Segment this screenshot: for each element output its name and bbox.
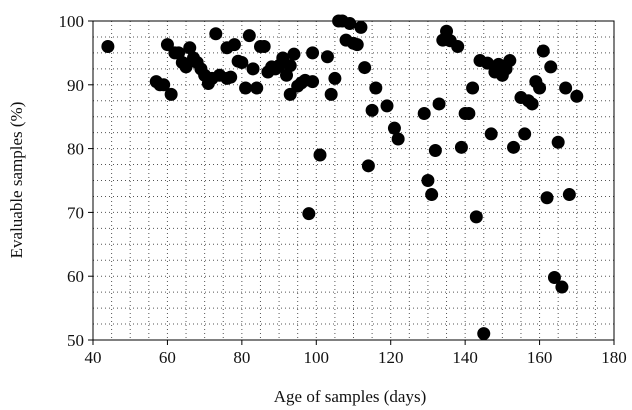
data-point <box>227 38 241 52</box>
axis-ticks: 40 60 80 100 120 140 160 180 50 60 70 80 90 100 <box>59 12 627 367</box>
data-point <box>242 29 256 43</box>
x-tick-label: 120 <box>378 348 404 367</box>
data-point <box>369 81 383 95</box>
data-point <box>313 148 327 162</box>
data-point <box>324 87 338 101</box>
grid-lines <box>93 21 614 340</box>
data-point <box>559 81 573 95</box>
y-tick-label: 90 <box>67 76 84 95</box>
data-point <box>365 103 379 117</box>
data-point <box>224 70 238 84</box>
y-tick-label: 60 <box>67 267 84 286</box>
data-point <box>421 174 435 187</box>
data-point <box>257 40 271 54</box>
data-point <box>361 159 375 173</box>
data-point <box>358 61 372 75</box>
x-tick-label: 180 <box>601 348 627 367</box>
data-point <box>391 132 405 146</box>
data-point <box>466 81 480 95</box>
data-point <box>239 81 253 95</box>
data-point <box>551 135 565 149</box>
data-point <box>484 127 498 141</box>
data-point <box>536 44 550 58</box>
data-point <box>235 55 249 69</box>
data-point <box>287 47 301 61</box>
data-point <box>507 140 521 154</box>
y-tick-label: 50 <box>67 331 84 350</box>
data-point <box>328 71 342 85</box>
data-point <box>283 87 297 101</box>
data-point <box>540 191 554 205</box>
data-point <box>570 89 584 103</box>
data-point <box>562 188 576 202</box>
x-tick-label: 100 <box>304 348 330 367</box>
y-tick-label: 100 <box>59 12 85 31</box>
x-tick-label: 80 <box>233 348 250 367</box>
data-point <box>283 59 297 73</box>
data-point <box>302 207 316 221</box>
x-tick-label: 160 <box>527 348 553 367</box>
data-point <box>533 81 547 95</box>
data-point <box>320 50 334 64</box>
data-point <box>246 62 260 76</box>
data-point <box>518 127 532 141</box>
data-point <box>354 20 368 34</box>
data-point <box>425 188 439 202</box>
y-tick-label: 70 <box>67 203 84 222</box>
data-point <box>160 38 174 52</box>
data-point <box>209 27 223 41</box>
data-point <box>164 87 178 101</box>
data-point <box>306 46 320 60</box>
data-point <box>451 40 465 54</box>
data-point <box>544 60 558 74</box>
data-point <box>417 107 431 121</box>
y-tick-label: 80 <box>67 140 84 159</box>
data-point <box>477 327 491 341</box>
x-axis-label: Age of samples (days) <box>274 387 427 406</box>
data-points <box>101 14 584 341</box>
data-point <box>183 41 197 55</box>
data-point <box>250 81 264 95</box>
data-point <box>469 210 483 224</box>
data-point <box>428 144 442 158</box>
y-axis-label: Evaluable samples (%) <box>7 102 26 259</box>
data-point <box>380 99 394 113</box>
data-point <box>547 270 561 284</box>
data-point <box>157 78 171 92</box>
data-point <box>306 75 320 89</box>
data-point <box>432 97 446 111</box>
data-point <box>179 60 193 74</box>
data-point <box>350 38 364 52</box>
data-point <box>387 121 401 135</box>
x-tick-label: 40 <box>85 348 102 367</box>
data-point <box>101 40 115 54</box>
data-point <box>462 107 476 121</box>
data-point <box>480 56 494 70</box>
x-tick-label: 140 <box>452 348 478 367</box>
data-point <box>503 54 517 68</box>
data-point <box>555 280 569 294</box>
data-point <box>525 97 539 111</box>
data-point <box>343 17 357 31</box>
x-tick-label: 60 <box>159 348 176 367</box>
data-point <box>454 140 468 154</box>
